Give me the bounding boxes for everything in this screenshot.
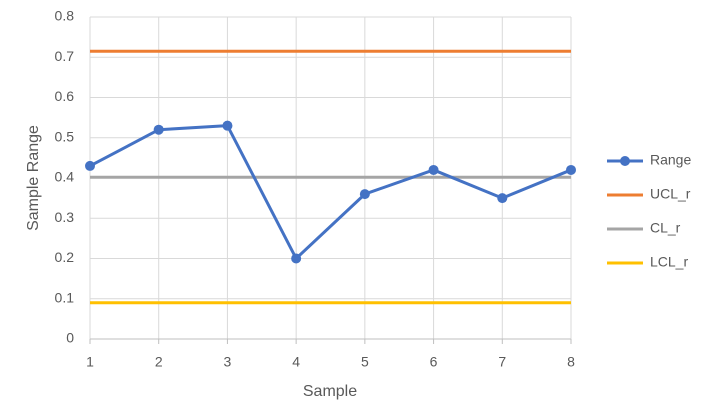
point-marker xyxy=(428,164,439,175)
x-tick-label: 5 xyxy=(361,354,369,370)
point-marker xyxy=(497,193,508,204)
x-tick-label: 6 xyxy=(430,354,438,370)
x-tick-label: 8 xyxy=(567,354,575,370)
y-tick-label: 0.3 xyxy=(55,209,75,225)
series-line xyxy=(89,124,572,260)
legend-label: Range xyxy=(650,152,691,168)
y-axis-title: Sample Range xyxy=(25,125,42,231)
legend-label: CL_r xyxy=(650,220,681,236)
y-tick-label: 0 xyxy=(66,330,74,346)
point-marker xyxy=(85,160,95,171)
y-tick-label: 0.8 xyxy=(55,8,75,24)
x-tick-label: 3 xyxy=(224,354,232,370)
x-tick-label: 7 xyxy=(498,354,506,370)
legend-marker xyxy=(620,156,630,166)
y-tick-label: 0.4 xyxy=(55,169,75,185)
x-tick-label: 2 xyxy=(155,354,163,370)
point-marker xyxy=(291,253,302,264)
point-marker xyxy=(222,120,233,131)
legend-label: LCL_r xyxy=(650,254,688,270)
x-tick-label: 4 xyxy=(292,354,300,370)
x-tick-label: 1 xyxy=(86,354,94,370)
point-marker xyxy=(566,164,576,175)
legend-label: UCL_r xyxy=(650,186,691,202)
y-tick-label: 0.2 xyxy=(55,249,75,265)
point-marker xyxy=(359,189,370,200)
y-tick-label: 0.1 xyxy=(55,289,75,305)
y-tick-label: 0.7 xyxy=(55,48,75,64)
y-tick-label: 0.6 xyxy=(55,88,75,104)
x-axis-title: Sample xyxy=(303,383,357,400)
y-tick-label: 0.5 xyxy=(55,128,75,144)
point-marker xyxy=(153,124,164,135)
